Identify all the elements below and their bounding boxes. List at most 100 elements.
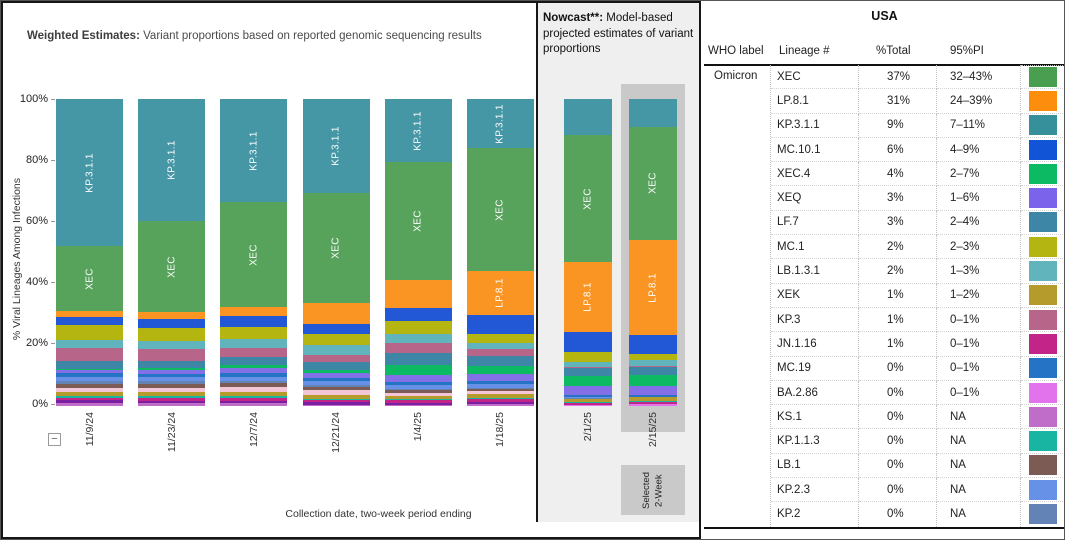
bar-segment-KP.3[interactable] bbox=[466, 348, 534, 356]
color-swatch-LF.7[interactable] bbox=[1028, 212, 1057, 233]
bar-segment-JN.1.16[interactable] bbox=[56, 397, 123, 401]
bar-segment-XEQ[interactable] bbox=[629, 386, 677, 396]
bar-segment-KP.2.3[interactable] bbox=[629, 396, 677, 398]
bar-segment-MC.1[interactable] bbox=[138, 327, 206, 341]
swatch-cell[interactable] bbox=[1021, 114, 1064, 138]
swatch-cell[interactable] bbox=[1021, 308, 1064, 333]
bar-segment-LB.1.3.1[interactable] bbox=[302, 345, 370, 355]
bar-segment-KP.3.1.1[interactable]: KP.3.1.1 bbox=[56, 99, 123, 247]
swatch-cell[interactable] bbox=[1021, 65, 1064, 90]
color-swatch-XEC[interactable] bbox=[1028, 67, 1057, 88]
bar-segment-LP.8.1[interactable]: LP.8.1 bbox=[629, 240, 677, 336]
bar-segment-KP.2.3[interactable] bbox=[138, 377, 206, 382]
bar-segment-KP.1.1.3[interactable] bbox=[466, 398, 534, 400]
bar-segment-KP.3[interactable] bbox=[302, 354, 370, 362]
lineage-cell[interactable]: BA.2.86 bbox=[771, 380, 859, 406]
bar-segment-XEC.4[interactable] bbox=[384, 364, 452, 375]
bar-segment-XEK[interactable] bbox=[138, 392, 206, 397]
bar-segment-LP.8.1[interactable]: LP.8.1 bbox=[564, 262, 612, 333]
swatch-cell[interactable] bbox=[1021, 138, 1064, 163]
bar-segment-XEC[interactable]: XEC bbox=[220, 202, 288, 307]
color-swatch-LB.1.3.1[interactable] bbox=[1028, 261, 1057, 282]
bar-segment-LB.1[interactable] bbox=[466, 389, 534, 391]
bar-segment-KP.3.1.1[interactable] bbox=[564, 99, 612, 135]
color-swatch-KP.2[interactable] bbox=[1028, 504, 1057, 525]
bar-segment-KP.3[interactable] bbox=[220, 348, 288, 358]
bar-segment-XEQ[interactable] bbox=[56, 370, 123, 374]
bar-segment-LP.8.1[interactable] bbox=[384, 280, 452, 308]
swatch-cell[interactable] bbox=[1021, 332, 1064, 357]
lineage-cell[interactable]: XEQ bbox=[771, 186, 859, 211]
bar-segment-KP.2[interactable] bbox=[466, 387, 534, 389]
bar-segment-MC.1[interactable] bbox=[302, 334, 370, 346]
swatch-cell[interactable] bbox=[1021, 454, 1064, 479]
bar-segment-LP.8.1[interactable] bbox=[220, 306, 288, 317]
color-swatch-MC.10.1[interactable] bbox=[1028, 139, 1057, 160]
bar-segment-JN.1.16[interactable] bbox=[564, 403, 612, 405]
bar-segment-LP.8.1[interactable]: LP.8.1 bbox=[466, 270, 534, 316]
lineage-cell[interactable]: LP.8.1 bbox=[771, 89, 859, 114]
bar-segment-MC.1[interactable] bbox=[564, 352, 612, 362]
bar-segment-LB.1.3.1[interactable] bbox=[138, 340, 206, 349]
bar-segment-LB.1[interactable] bbox=[564, 401, 612, 403]
bar-segment-other-purple[interactable] bbox=[56, 400, 123, 403]
bar-segment-KP.2.3[interactable] bbox=[384, 385, 452, 389]
bar-segment-MC.1[interactable] bbox=[384, 321, 452, 334]
bar-segment-other-purple[interactable] bbox=[302, 402, 370, 405]
swatch-cell[interactable] bbox=[1021, 211, 1064, 236]
bar-segment-LB.1[interactable] bbox=[56, 383, 123, 389]
bar-segment-XEC[interactable]: XEC bbox=[629, 126, 677, 241]
bar-segment-LF.7[interactable] bbox=[629, 367, 677, 376]
bar-segment-KP.1.1.3[interactable] bbox=[384, 399, 452, 401]
bar-segment-LF.7[interactable] bbox=[220, 357, 288, 366]
bar-segment-MC.1[interactable] bbox=[466, 333, 534, 343]
bar-segment-other-pink[interactable] bbox=[138, 388, 206, 393]
bar-segment-other-pink[interactable] bbox=[56, 388, 123, 393]
bar-segment-KS.1[interactable] bbox=[138, 403, 206, 406]
bar-segment-MC.10.1[interactable] bbox=[629, 335, 677, 354]
bar-segment-MC.10.1[interactable] bbox=[466, 315, 534, 334]
lineage-cell[interactable]: MC.19 bbox=[771, 356, 859, 381]
bar-segment-other-pink[interactable] bbox=[466, 390, 534, 394]
bar-segment-MC.1[interactable] bbox=[56, 324, 123, 340]
bar-segment-XEQ[interactable] bbox=[220, 368, 288, 374]
bar-segment-XEK[interactable] bbox=[56, 392, 123, 397]
bar-segment-MC.10.1[interactable] bbox=[220, 316, 288, 328]
bar-segment-LB.1.3.1[interactable] bbox=[466, 342, 534, 349]
bar-segment-XEK[interactable] bbox=[564, 398, 612, 402]
bar-segment-XEC.4[interactable] bbox=[302, 369, 370, 374]
swatch-cell[interactable] bbox=[1021, 478, 1064, 503]
color-swatch-KP.3[interactable] bbox=[1028, 309, 1057, 330]
bar-segment-LP.8.1[interactable] bbox=[56, 310, 123, 317]
bar-segment-KP.2[interactable] bbox=[56, 381, 123, 384]
lineage-cell[interactable]: KS.1 bbox=[771, 405, 859, 430]
bar-segment-XEQ[interactable] bbox=[138, 370, 206, 374]
bar-segment-JN.1.16[interactable] bbox=[302, 399, 370, 403]
lineage-cell[interactable]: MC.1 bbox=[771, 235, 859, 260]
bar-segment-XEC[interactable]: XEC bbox=[466, 148, 534, 271]
swatch-cell[interactable] bbox=[1021, 186, 1064, 211]
bar-segment-other-pink[interactable] bbox=[220, 387, 288, 393]
bar-segment-KP.2[interactable] bbox=[302, 384, 370, 388]
bar-segment-MC.19[interactable] bbox=[56, 373, 123, 377]
color-swatch-XEC.4[interactable] bbox=[1028, 163, 1057, 184]
bar-segment-MC.19[interactable] bbox=[138, 373, 206, 378]
bar-segment-XEC[interactable]: XEC bbox=[384, 162, 452, 281]
bar-segment-XEC.4[interactable] bbox=[564, 376, 612, 386]
bar-segment-XEQ[interactable] bbox=[466, 373, 534, 382]
bar-segment-XEQ[interactable] bbox=[302, 373, 370, 379]
lineage-cell[interactable]: XEK bbox=[771, 283, 859, 308]
bar-segment-LP.8.1[interactable] bbox=[302, 303, 370, 324]
bar-segment-LB.1.3.1[interactable] bbox=[220, 338, 288, 349]
bar-segment-KP.1.1.3[interactable] bbox=[220, 396, 288, 398]
bar-segment-MC.19[interactable] bbox=[629, 395, 677, 397]
bar-segment-LP.8.1[interactable] bbox=[138, 312, 206, 320]
bar-segment-XEQ[interactable] bbox=[384, 374, 452, 383]
bar-segment-KP.2[interactable] bbox=[220, 380, 288, 384]
swatch-cell[interactable] bbox=[1021, 162, 1064, 187]
bar-segment-KP.1.1.3[interactable] bbox=[302, 398, 370, 400]
bar-segment-KS.1[interactable] bbox=[302, 404, 370, 407]
lineage-cell[interactable]: KP.3.1.1 bbox=[771, 113, 859, 138]
bar-segment-MC.19[interactable] bbox=[302, 378, 370, 382]
bar-segment-KP.2.3[interactable] bbox=[466, 383, 534, 388]
